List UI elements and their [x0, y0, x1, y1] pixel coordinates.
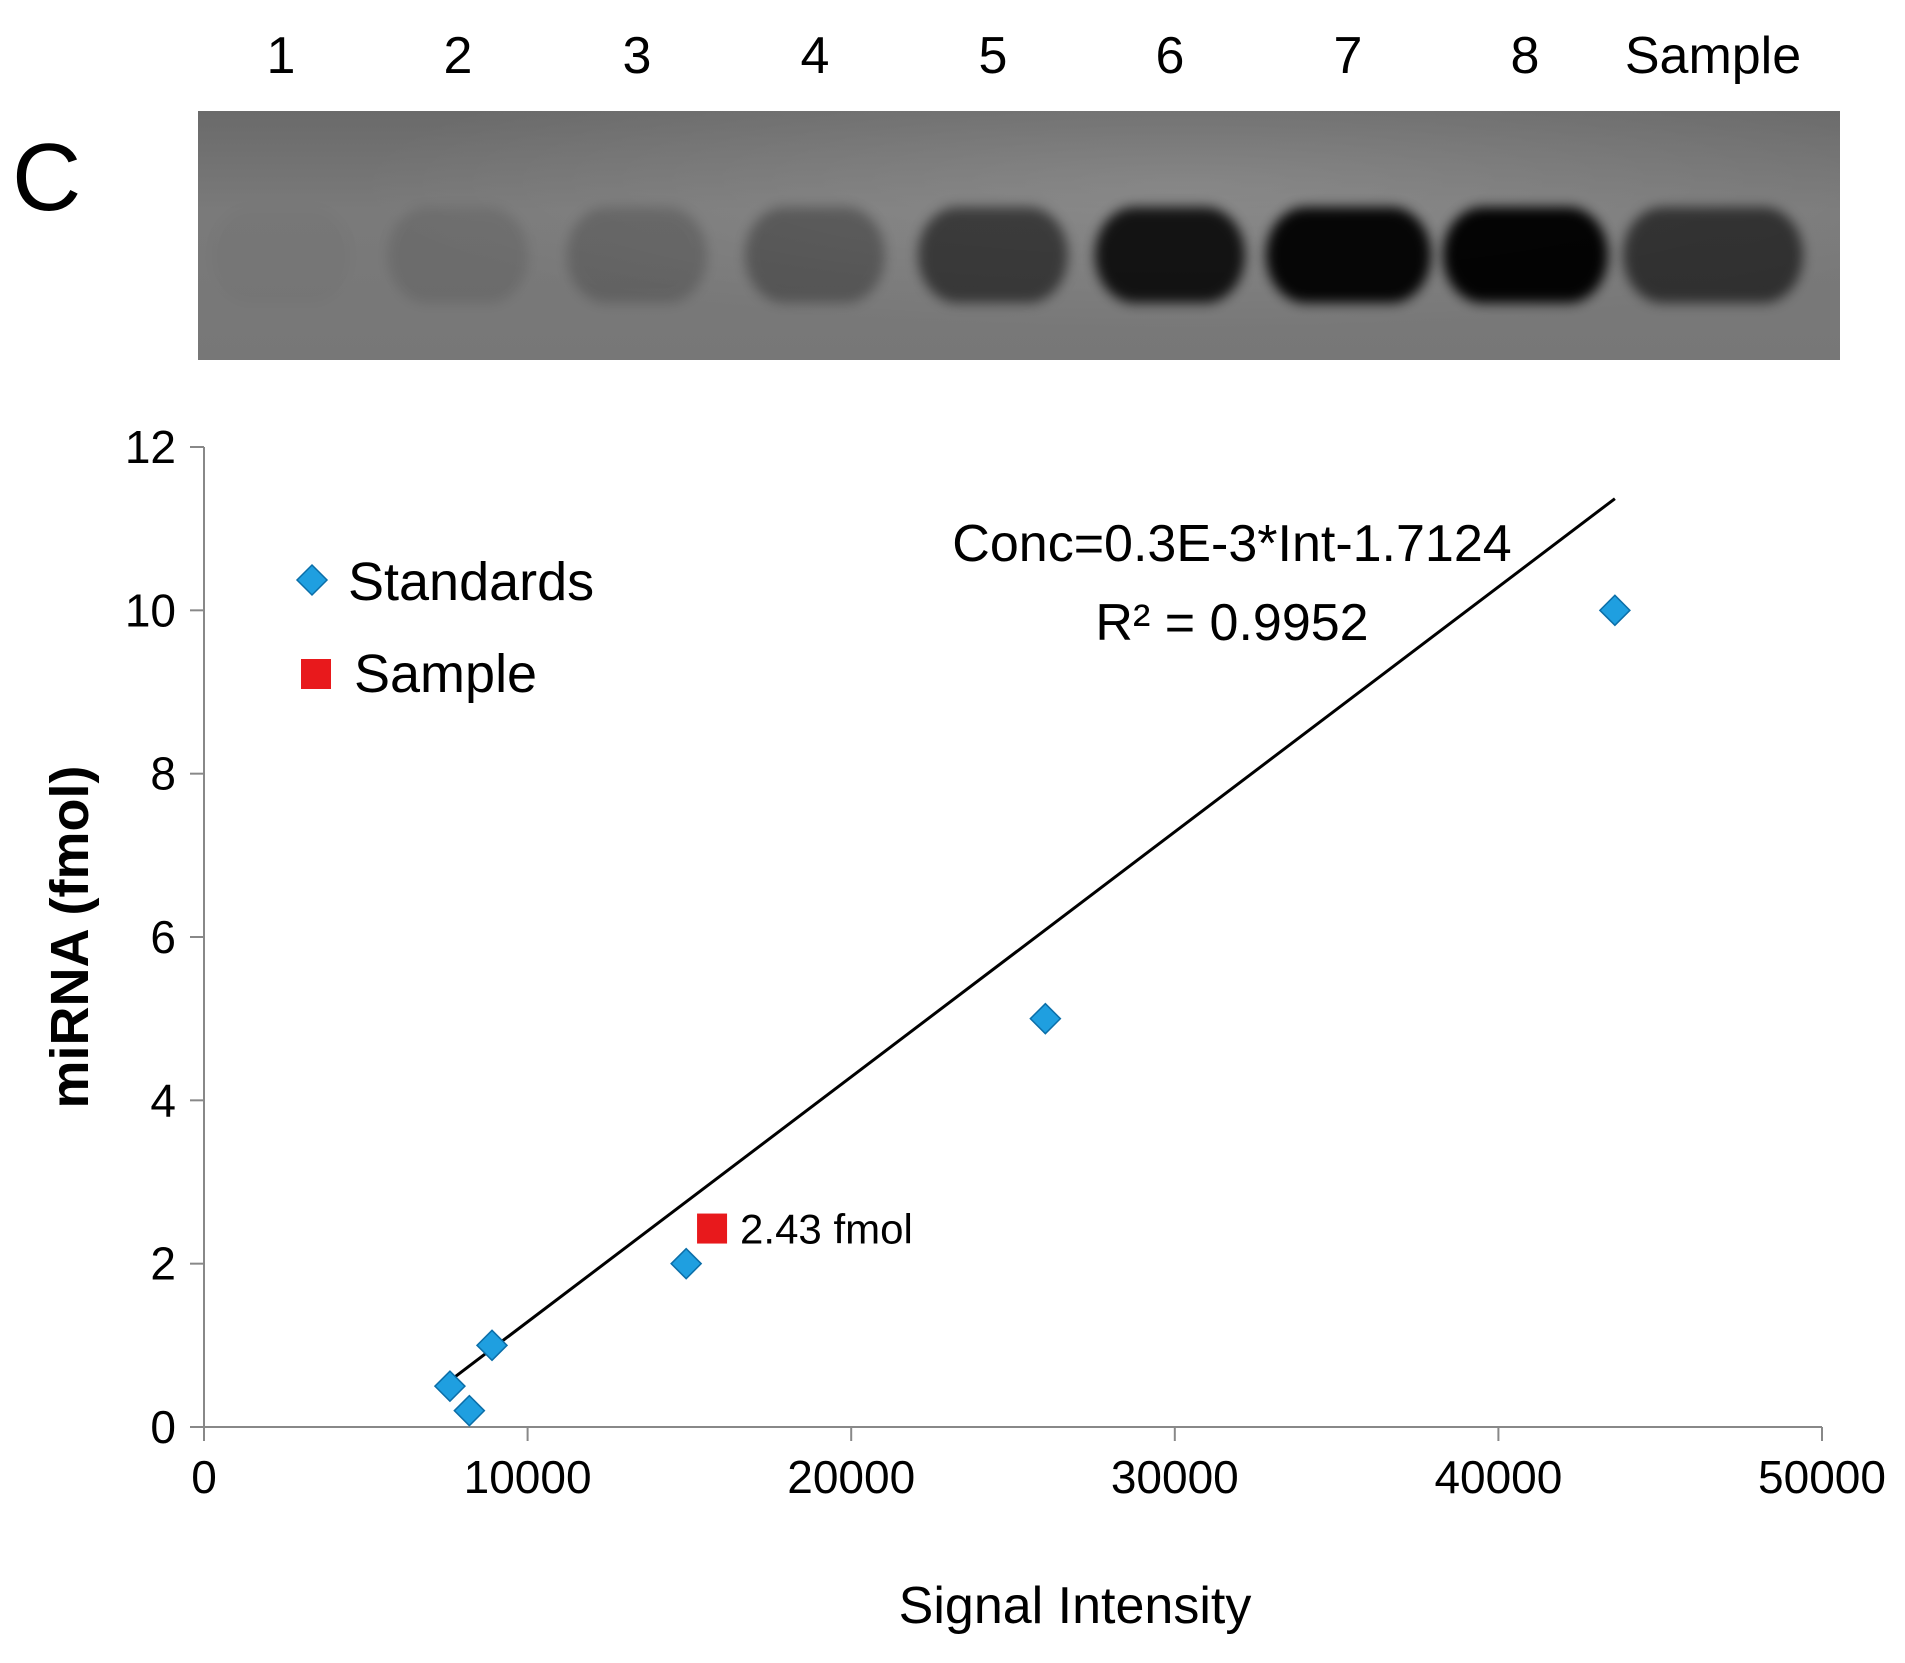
y-tick-label: 6: [150, 911, 176, 963]
legend-standards-marker: [295, 563, 329, 597]
lane-label-4: 4: [800, 27, 830, 85]
x-tick-label: 0: [191, 1451, 217, 1503]
legend-sample-marker: [301, 659, 331, 689]
y-tick-label: 10: [125, 584, 176, 636]
sample-annotation: 2.43 fmol: [740, 1206, 913, 1253]
gel-band-5: [918, 207, 1068, 303]
standard-point-1: [433, 1370, 466, 1403]
lane-label-9: Sample: [1624, 27, 1802, 85]
lane-label-5: 5: [978, 27, 1008, 85]
y-tick-label: 4: [150, 1074, 176, 1126]
legend-standards-label: Standards: [348, 552, 594, 612]
gel-band-6: [1095, 207, 1245, 303]
standard-point-5: [1029, 1002, 1062, 1035]
x-tick-label: 30000: [1111, 1451, 1239, 1503]
lane-label-2: 2: [443, 27, 473, 85]
y-axis-label: miRNA (fmol): [40, 766, 100, 1109]
trendline: [449, 497, 1616, 1382]
x-axis-label: Signal Intensity: [899, 1577, 1252, 1635]
x-tick-label: 50000: [1758, 1451, 1886, 1503]
x-tick-label: 40000: [1434, 1451, 1562, 1503]
gel-band-8: [1442, 207, 1608, 303]
regression-equation: Conc=0.3E-3*Int-1.7124: [952, 515, 1511, 573]
panel-label: C: [12, 124, 82, 231]
legend-sample-label: Sample: [354, 644, 537, 704]
gel-band-9: [1623, 207, 1803, 303]
gel-band-7: [1265, 207, 1431, 303]
lane-label-1: 1: [266, 27, 296, 85]
standard-point-3: [475, 1329, 509, 1362]
r-squared-label: R² = 0.9952: [1095, 594, 1368, 652]
western-blot-gel: [198, 111, 1840, 360]
lane-label-7: 7: [1333, 27, 1363, 85]
lane-label-6: 6: [1155, 27, 1185, 85]
y-tick-label: 2: [150, 1238, 176, 1290]
y-tick-label: 8: [150, 748, 176, 800]
x-tick-label: 10000: [464, 1451, 592, 1503]
y-tick-label: 12: [125, 421, 176, 473]
x-tick-label: 20000: [787, 1451, 915, 1503]
gel-band-3: [567, 207, 707, 303]
sample-point: [697, 1213, 728, 1244]
standard-point-2: [453, 1394, 486, 1427]
standard-point-6: [1598, 594, 1631, 627]
standard-point-4: [670, 1247, 703, 1280]
lane-label-8: 8: [1510, 27, 1540, 85]
gel-band-2: [388, 207, 528, 303]
lane-label-3: 3: [622, 27, 652, 85]
gel-band-4: [745, 207, 885, 303]
y-tick-label: 0: [150, 1401, 176, 1453]
